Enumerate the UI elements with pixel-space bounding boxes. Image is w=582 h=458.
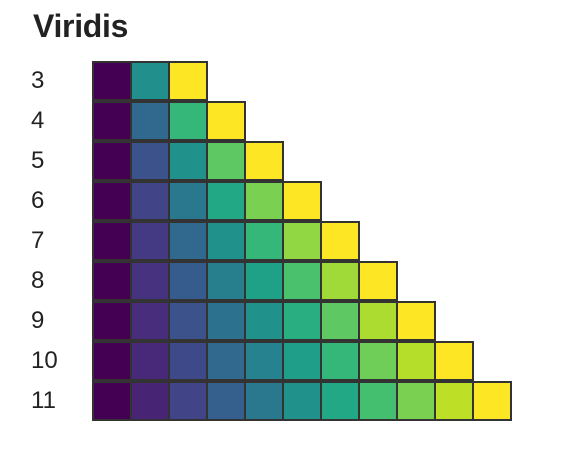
color-swatch[interactable]: [282, 301, 322, 341]
color-swatch[interactable]: [434, 381, 474, 421]
color-swatch[interactable]: [130, 261, 170, 301]
color-swatch[interactable]: [92, 101, 132, 141]
color-swatch[interactable]: [320, 221, 360, 261]
color-swatch[interactable]: [320, 301, 360, 341]
color-swatch[interactable]: [358, 261, 398, 301]
color-swatch[interactable]: [282, 181, 322, 221]
palette-row-label: 10: [31, 347, 58, 374]
color-swatch[interactable]: [130, 221, 170, 261]
color-swatch[interactable]: [396, 381, 436, 421]
color-swatch[interactable]: [282, 261, 322, 301]
color-swatch[interactable]: [130, 141, 170, 181]
palette-swatches[interactable]: [92, 341, 474, 381]
palette-swatches[interactable]: [92, 221, 360, 261]
palette-swatches[interactable]: [92, 141, 284, 181]
palette-row-label: 7: [31, 227, 45, 254]
color-swatch[interactable]: [244, 141, 284, 181]
color-swatch[interactable]: [244, 181, 284, 221]
color-swatch[interactable]: [358, 381, 398, 421]
color-swatch[interactable]: [358, 301, 398, 341]
color-swatch[interactable]: [168, 181, 208, 221]
color-swatch[interactable]: [206, 381, 246, 421]
color-swatch[interactable]: [130, 381, 170, 421]
color-swatch[interactable]: [282, 221, 322, 261]
color-swatch[interactable]: [92, 301, 132, 341]
color-swatch[interactable]: [168, 101, 208, 141]
color-swatch[interactable]: [206, 301, 246, 341]
color-swatch[interactable]: [244, 261, 284, 301]
palette-row-label: 9: [31, 307, 45, 334]
color-swatch[interactable]: [244, 341, 284, 381]
palette-row-label: 5: [31, 147, 45, 174]
color-swatch[interactable]: [206, 101, 246, 141]
color-swatch[interactable]: [282, 381, 322, 421]
color-swatch[interactable]: [92, 61, 132, 101]
color-swatch[interactable]: [282, 341, 322, 381]
color-swatch[interactable]: [168, 381, 208, 421]
color-swatch[interactable]: [320, 341, 360, 381]
color-swatch[interactable]: [320, 381, 360, 421]
palette-swatches[interactable]: [92, 301, 436, 341]
palette-row-label: 4: [31, 107, 45, 134]
palette-swatches[interactable]: [92, 261, 398, 301]
color-swatch[interactable]: [206, 261, 246, 301]
palette-row-label: 6: [31, 187, 45, 214]
color-swatch[interactable]: [244, 301, 284, 341]
color-swatch[interactable]: [168, 61, 208, 101]
palette-row-label: 8: [31, 267, 45, 294]
color-swatch[interactable]: [130, 61, 170, 101]
color-swatch[interactable]: [92, 221, 132, 261]
color-swatch[interactable]: [92, 261, 132, 301]
scheme-title: Viridis: [33, 8, 129, 44]
color-swatch[interactable]: [130, 181, 170, 221]
color-swatch[interactable]: [396, 341, 436, 381]
color-swatch[interactable]: [206, 341, 246, 381]
color-swatch[interactable]: [244, 221, 284, 261]
color-swatch[interactable]: [130, 101, 170, 141]
palette-swatches[interactable]: [92, 381, 512, 421]
color-swatch[interactable]: [168, 141, 208, 181]
color-swatch[interactable]: [92, 141, 132, 181]
color-swatch[interactable]: [472, 381, 512, 421]
color-swatch[interactable]: [92, 381, 132, 421]
palette-swatches[interactable]: [92, 181, 322, 221]
color-swatch[interactable]: [434, 341, 474, 381]
color-swatch[interactable]: [130, 341, 170, 381]
color-swatch[interactable]: [244, 381, 284, 421]
color-swatch[interactable]: [168, 301, 208, 341]
color-swatch[interactable]: [92, 341, 132, 381]
color-swatch[interactable]: [92, 181, 132, 221]
color-swatch[interactable]: [206, 221, 246, 261]
palette-swatches[interactable]: [92, 61, 208, 101]
color-swatch[interactable]: [168, 221, 208, 261]
palette-swatches[interactable]: [92, 101, 246, 141]
color-swatch[interactable]: [168, 261, 208, 301]
color-swatch[interactable]: [168, 341, 208, 381]
color-swatch[interactable]: [396, 301, 436, 341]
color-swatch[interactable]: [130, 301, 170, 341]
color-swatch[interactable]: [320, 261, 360, 301]
palette-row-label: 11: [31, 387, 56, 414]
palette-row-label: 3: [31, 67, 45, 94]
color-swatch[interactable]: [206, 181, 246, 221]
color-swatch[interactable]: [206, 141, 246, 181]
color-swatch[interactable]: [358, 341, 398, 381]
